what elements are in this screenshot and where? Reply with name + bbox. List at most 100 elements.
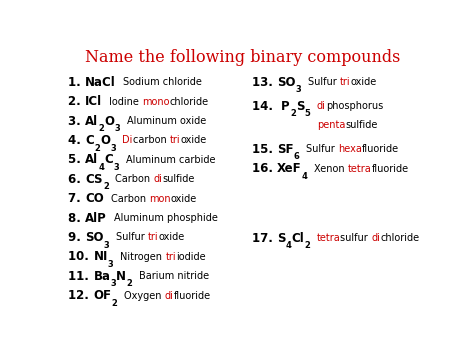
Text: 3: 3: [104, 241, 109, 250]
Text: 10.: 10.: [68, 250, 93, 263]
Text: Xenon: Xenon: [314, 164, 348, 174]
Text: N: N: [116, 270, 126, 283]
Text: penta: penta: [317, 120, 345, 130]
Text: 5.: 5.: [68, 153, 85, 166]
Text: di: di: [164, 291, 173, 301]
Text: Sulfur: Sulfur: [308, 77, 340, 87]
Text: 11.: 11.: [68, 270, 93, 283]
Text: oxide: oxide: [350, 77, 377, 87]
Text: tri: tri: [170, 136, 180, 146]
Text: P: P: [282, 99, 290, 113]
Text: oxide: oxide: [159, 233, 185, 242]
Text: fluoride: fluoride: [173, 291, 210, 301]
Text: 2: 2: [111, 299, 117, 308]
Text: SO: SO: [277, 76, 296, 89]
Text: 4.: 4.: [68, 134, 85, 147]
Text: sulfide: sulfide: [345, 120, 378, 130]
Text: 2: 2: [99, 124, 104, 133]
Text: 16.: 16.: [252, 162, 277, 175]
Text: SF: SF: [277, 143, 294, 156]
Text: Carbon: Carbon: [110, 194, 149, 204]
Text: 14.: 14.: [252, 99, 282, 113]
Text: tri: tri: [148, 233, 159, 242]
Text: 13.: 13.: [252, 76, 277, 89]
Text: Cl: Cl: [292, 231, 304, 245]
Text: fluoride: fluoride: [362, 144, 399, 154]
Text: C: C: [85, 134, 94, 147]
Text: S: S: [277, 231, 286, 245]
Text: 2: 2: [304, 241, 310, 250]
Text: phosphorus: phosphorus: [326, 101, 383, 111]
Text: chloride: chloride: [170, 97, 209, 106]
Text: sulfur: sulfur: [340, 233, 371, 243]
Text: 17.: 17.: [252, 231, 277, 245]
Text: AlP: AlP: [85, 212, 107, 225]
Text: oxide: oxide: [180, 136, 207, 146]
Text: Carbon: Carbon: [116, 174, 154, 184]
Text: Nitrogen: Nitrogen: [120, 252, 165, 262]
Text: mono: mono: [142, 97, 170, 106]
Text: di: di: [317, 101, 326, 111]
Text: 6: 6: [294, 152, 300, 162]
Text: 8.: 8.: [68, 212, 85, 225]
Text: C: C: [104, 153, 113, 166]
Text: 2: 2: [94, 144, 100, 153]
Text: mon: mon: [149, 194, 171, 204]
Text: fluoride: fluoride: [372, 164, 409, 174]
Text: 4: 4: [302, 172, 308, 181]
Text: O: O: [104, 115, 114, 127]
Text: 4: 4: [99, 163, 104, 172]
Text: Name the following binary compounds: Name the following binary compounds: [85, 49, 401, 66]
Text: 6.: 6.: [68, 173, 85, 186]
Text: tetra: tetra: [317, 233, 340, 243]
Text: tetra: tetra: [348, 164, 372, 174]
Text: 3.: 3.: [68, 115, 85, 127]
Text: 12.: 12.: [68, 289, 93, 302]
Text: 2: 2: [126, 279, 132, 289]
Text: chloride: chloride: [380, 233, 419, 243]
Text: Aluminum phosphide: Aluminum phosphide: [114, 213, 218, 223]
Text: carbon: carbon: [133, 136, 170, 146]
Text: S: S: [296, 99, 304, 113]
Text: sulfide: sulfide: [163, 174, 195, 184]
Text: 4: 4: [286, 241, 292, 250]
Text: Iodine: Iodine: [109, 97, 142, 106]
Text: 2.: 2.: [68, 95, 85, 108]
Text: Di: Di: [122, 136, 133, 146]
Text: OF: OF: [93, 289, 111, 302]
Text: SO: SO: [85, 231, 104, 244]
Text: 3: 3: [113, 163, 119, 172]
Text: iodide: iodide: [176, 252, 206, 262]
Text: Aluminum carbide: Aluminum carbide: [126, 155, 215, 165]
Text: ICl: ICl: [85, 95, 102, 108]
Text: Aluminum oxide: Aluminum oxide: [127, 116, 206, 126]
Text: CO: CO: [85, 192, 104, 205]
Text: 3: 3: [296, 86, 301, 94]
Text: 15.: 15.: [252, 143, 277, 156]
Text: oxide: oxide: [171, 194, 197, 204]
Text: tri: tri: [340, 77, 350, 87]
Text: 7.: 7.: [68, 192, 85, 205]
Text: di: di: [154, 174, 163, 184]
Text: NaCl: NaCl: [85, 76, 116, 89]
Text: di: di: [371, 233, 380, 243]
Text: hexa: hexa: [338, 144, 362, 154]
Text: Al: Al: [85, 115, 99, 127]
Text: 9.: 9.: [68, 231, 85, 244]
Text: NI: NI: [93, 250, 108, 263]
Text: tri: tri: [165, 252, 176, 262]
Text: Barium nitride: Barium nitride: [139, 271, 209, 281]
Text: Sulfur: Sulfur: [306, 144, 338, 154]
Text: Oxygen: Oxygen: [124, 291, 164, 301]
Text: 5: 5: [304, 109, 310, 118]
Text: Sodium chloride: Sodium chloride: [123, 77, 201, 87]
Text: Sulfur: Sulfur: [116, 233, 148, 242]
Text: 2: 2: [290, 109, 296, 118]
Text: Ba: Ba: [93, 270, 110, 283]
Text: CS: CS: [85, 173, 103, 186]
Text: XeF: XeF: [277, 162, 302, 175]
Text: 3: 3: [114, 124, 120, 133]
Text: 1.: 1.: [68, 76, 85, 89]
Text: 3: 3: [110, 144, 116, 153]
Text: Al: Al: [85, 153, 99, 166]
